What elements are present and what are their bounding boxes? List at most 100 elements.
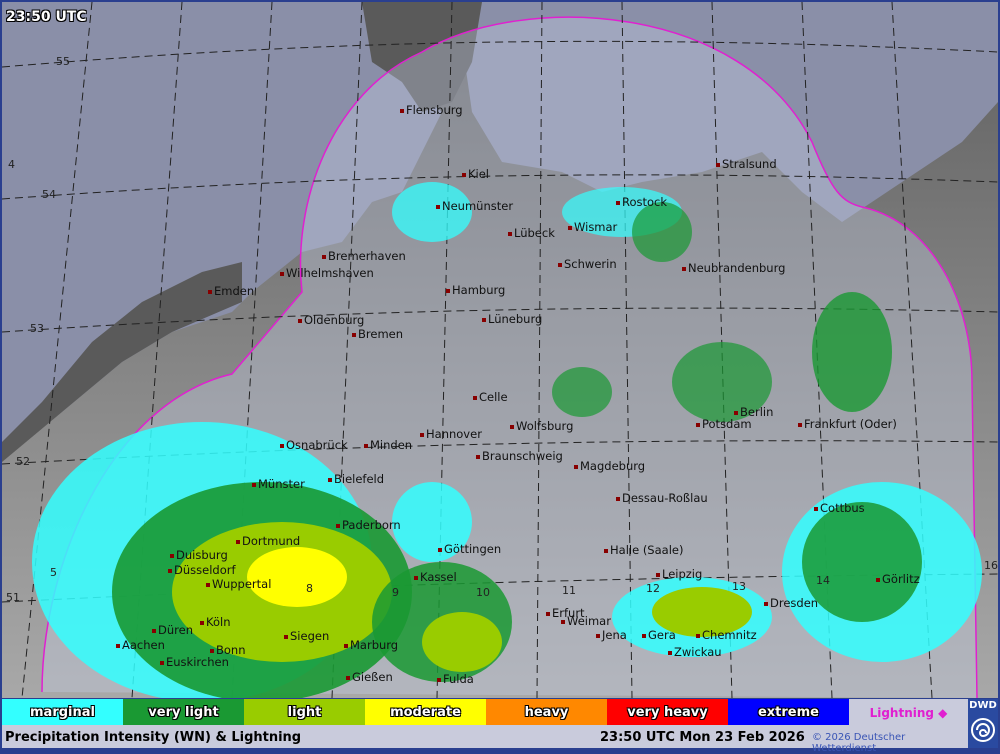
city-marker <box>414 576 418 580</box>
precipitation <box>32 182 982 702</box>
city-label: Bielefeld <box>334 472 384 486</box>
city-marker <box>642 634 646 638</box>
city-marker <box>814 507 818 511</box>
grid-label: 16 <box>984 559 998 572</box>
city-label: Magdeburg <box>580 459 645 473</box>
product-title: Precipitation Intensity (WN) & Lightning <box>5 730 302 745</box>
grid-label: 14 <box>816 574 830 587</box>
footer: Precipitation Intensity (WN) & Lightning… <box>2 726 968 754</box>
city-marker <box>210 649 214 653</box>
legend-lightning: Lightning ◆ <box>869 705 948 720</box>
city-label: Kassel <box>420 570 457 584</box>
city-marker <box>596 634 600 638</box>
city-marker <box>298 319 302 323</box>
grid-label: 51 <box>6 591 20 604</box>
city-marker <box>420 433 424 437</box>
map-canvas: Flensburg Kiel Neumünster Stralsund Rostock L… <box>1 1 999 702</box>
legend-heavy: heavy <box>486 699 607 725</box>
grid-label: 5 <box>50 566 57 579</box>
timestamp: 23:50 UTC Mon 23 Feb 2026 <box>600 730 805 745</box>
city-label: Dessau-Roßlau <box>622 491 708 505</box>
city-label: Marburg <box>350 638 398 652</box>
city-marker <box>510 425 514 429</box>
city-marker <box>568 226 572 230</box>
city-marker <box>574 465 578 469</box>
city-label: Weimar <box>567 614 611 628</box>
city-label: Berlin <box>740 405 773 419</box>
city-marker <box>696 423 700 427</box>
city-marker <box>436 205 440 209</box>
city-marker <box>764 602 768 606</box>
city-label: Flensburg <box>406 103 463 117</box>
grid-label: 54 <box>42 188 56 201</box>
city-label: Oldenburg <box>304 313 364 327</box>
city-marker <box>446 289 450 293</box>
city-marker <box>716 163 720 167</box>
dwd-logo-text: DWD <box>969 700 997 711</box>
dwd-logo: DWD <box>968 699 998 748</box>
city-marker <box>208 290 212 294</box>
city-marker <box>561 620 565 624</box>
city-marker <box>336 524 340 528</box>
city-label: Düsseldorf <box>174 563 236 577</box>
city-marker <box>462 173 466 177</box>
city-label: Kiel <box>468 167 489 181</box>
city-label: Dresden <box>770 596 818 610</box>
city-label: Wolfsburg <box>516 419 573 433</box>
city-label: Zwickau <box>674 645 722 659</box>
city-marker <box>668 651 672 655</box>
legend: marginal very light light moderate heavy… <box>2 699 968 726</box>
city-marker <box>252 483 256 487</box>
time-label: 23:50 UTC <box>6 9 87 25</box>
city-label: Chemnitz <box>702 628 757 642</box>
city-label: Dortmund <box>242 534 300 548</box>
city-label: Osnabrück <box>286 438 348 452</box>
city-label: Aachen <box>122 638 165 652</box>
city-marker <box>508 232 512 236</box>
city-marker <box>352 333 356 337</box>
city-label: Lübeck <box>514 226 555 240</box>
city-marker <box>280 272 284 276</box>
city-marker <box>344 644 348 648</box>
city-label: Neubrandenburg <box>688 261 785 275</box>
city-marker <box>168 569 172 573</box>
city-marker <box>734 411 738 415</box>
city-marker <box>346 676 350 680</box>
city-label: Görlitz <box>882 572 920 586</box>
city-marker <box>696 634 700 638</box>
city-label: Potsdam <box>702 417 752 431</box>
city-label: Emden <box>214 284 254 298</box>
legend-very-light: very light <box>123 699 244 725</box>
grid-label: 55 <box>56 55 70 68</box>
city-marker <box>482 318 486 322</box>
city-marker <box>438 548 442 552</box>
city-label: Frankfurt (Oder) <box>804 417 897 431</box>
city-label: Euskirchen <box>166 655 229 669</box>
city-label: Siegen <box>290 629 329 643</box>
city-label: Bremen <box>358 327 403 341</box>
city-label: Braunschweig <box>482 449 563 463</box>
city-marker <box>616 201 620 205</box>
city-label: Gießen <box>352 670 393 684</box>
city-marker <box>116 644 120 648</box>
city-label: Lüneburg <box>488 312 542 326</box>
grid-label: 13 <box>732 580 746 593</box>
city-label: Celle <box>479 390 508 404</box>
city-marker <box>284 635 288 639</box>
city-marker <box>400 109 404 113</box>
grid-label: 9 <box>392 586 399 599</box>
city-marker <box>876 578 880 582</box>
city-label: Halle (Saale) <box>610 543 683 557</box>
city-label: Leipzig <box>662 567 702 581</box>
city-marker <box>160 661 164 665</box>
city-label: Rostock <box>622 195 667 209</box>
city-label: Minden <box>370 438 412 452</box>
city-label: Jena <box>601 628 627 642</box>
city-marker <box>328 478 332 482</box>
city-label: Schwerin <box>564 257 617 271</box>
radar-map[interactable]: Flensburg Kiel Neumünster Stralsund Rostock L… <box>1 1 999 702</box>
legend-moderate: moderate <box>365 699 486 725</box>
legend-light: light <box>244 699 365 725</box>
city-label: Paderborn <box>342 518 401 532</box>
city-marker <box>364 444 368 448</box>
